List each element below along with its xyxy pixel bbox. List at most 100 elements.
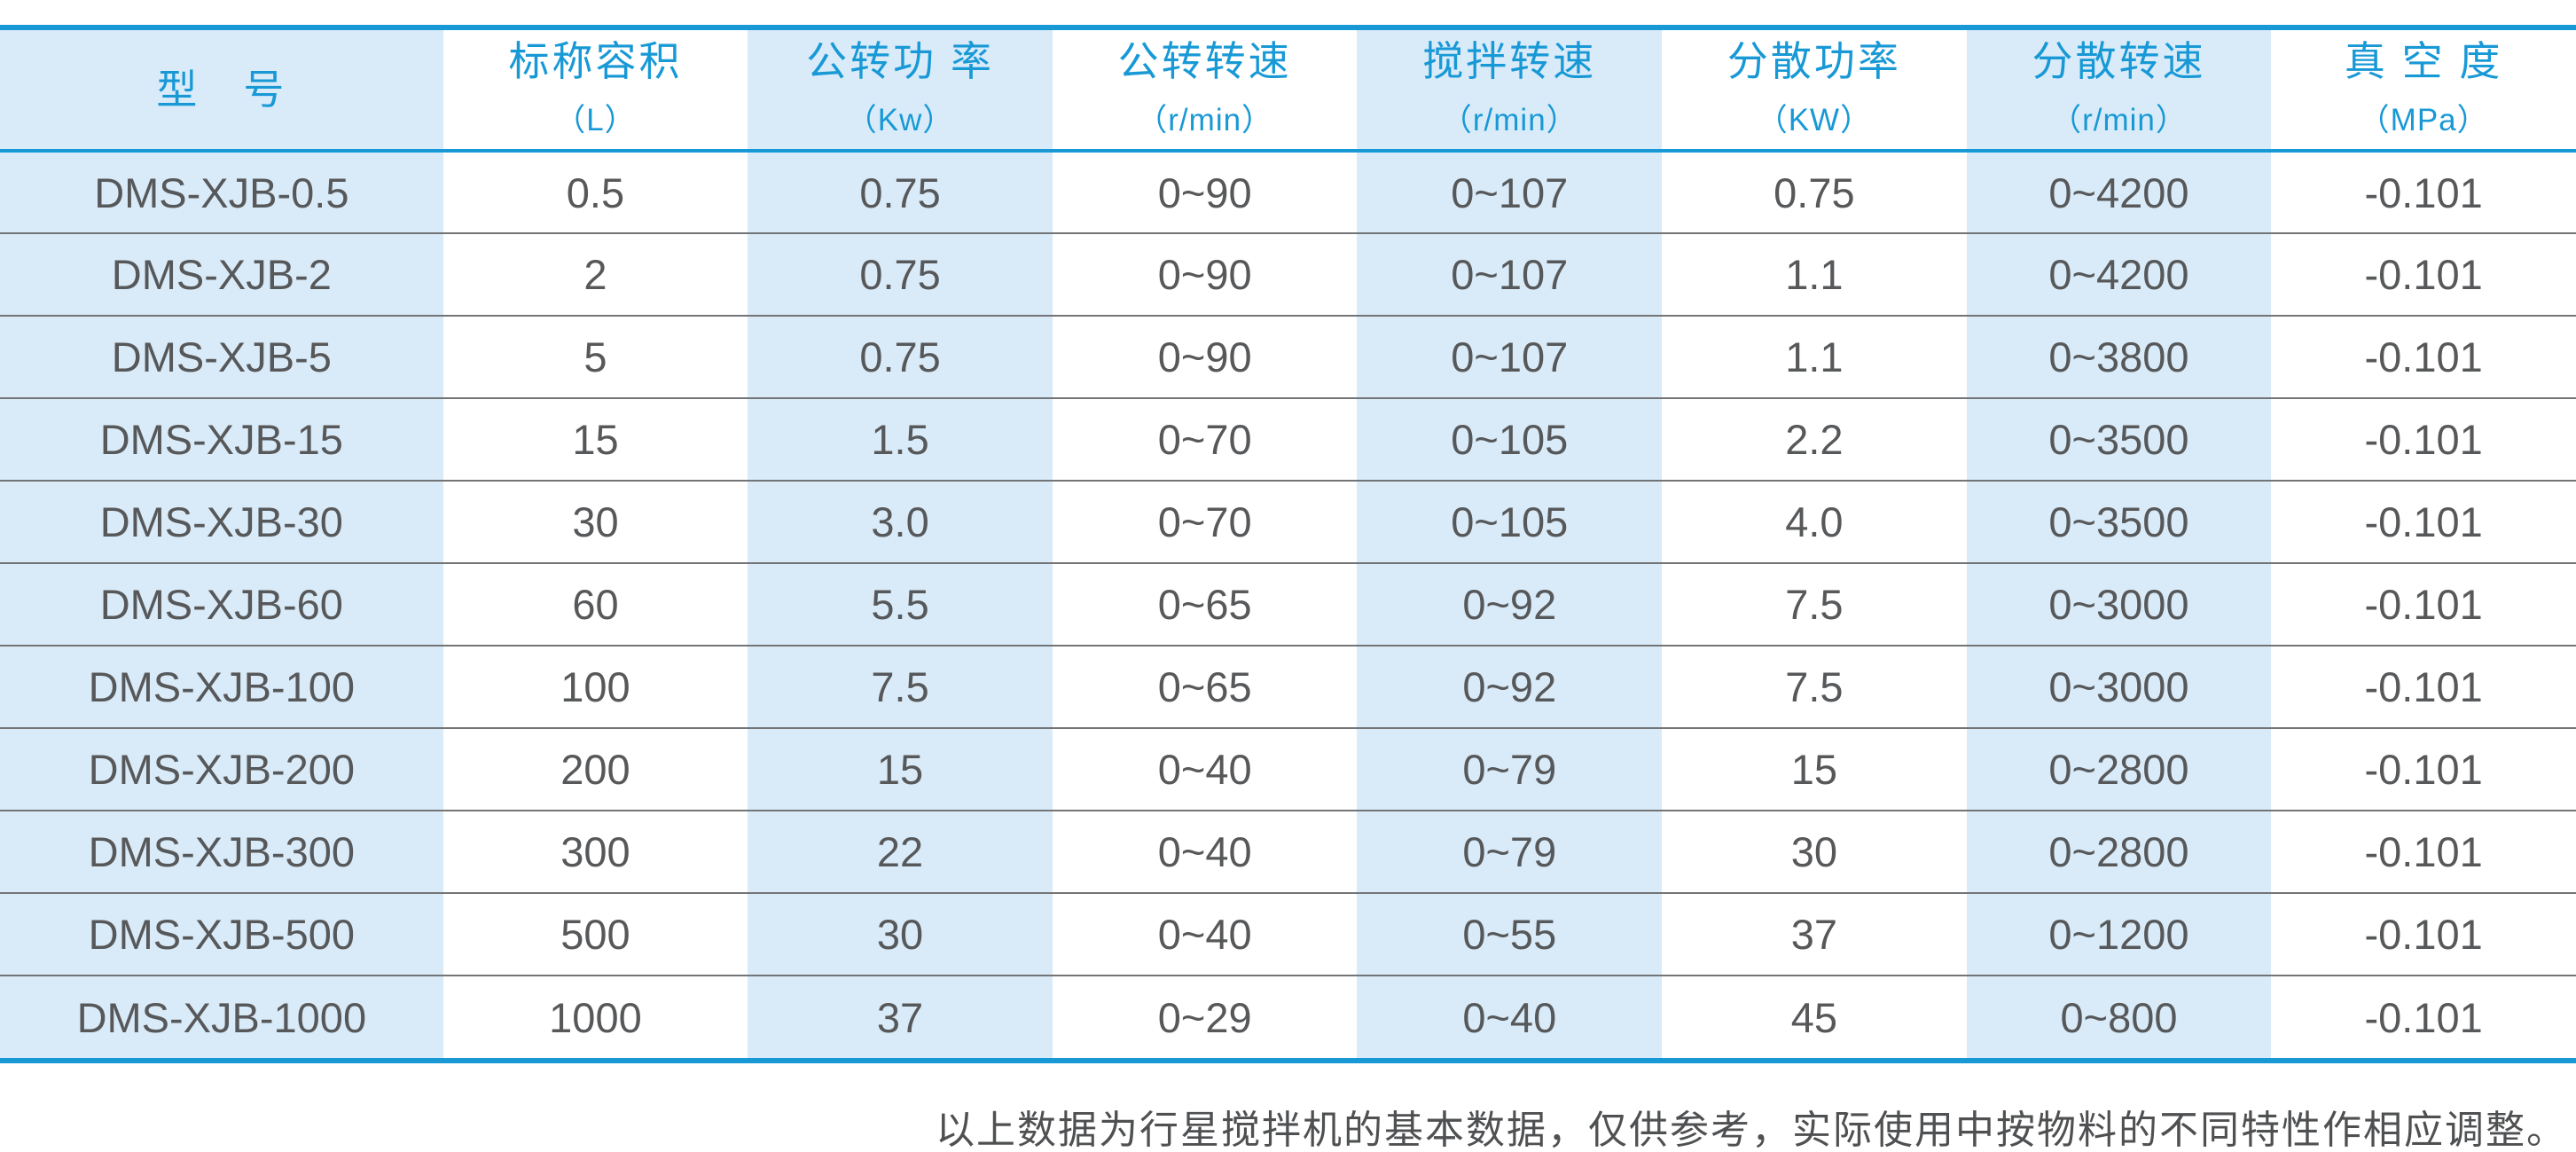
value-cell: 0~2800 [1966, 727, 2272, 811]
footer-note: 以上数据为行星搅拌机的基本数据，仅供参考，实际使用中按物料的不同特性作相应调整。 [936, 1108, 2567, 1152]
value-cell: 1.1 [1662, 315, 1967, 398]
value-cell: -0.101 [2271, 315, 2576, 398]
value-cell: 0~40 [1052, 727, 1358, 811]
value-cell: -0.101 [2271, 645, 2576, 728]
spec-table-container: 型 号 标称容积 （L） 公转功 率 （Kw） 公转转速 （r/min） 搅拌转速 （r/min… [0, 25, 2576, 1063]
value-cell: 0~65 [1052, 562, 1358, 646]
value-cell: 4.0 [1662, 480, 1967, 563]
value-cell: 37 [1662, 892, 1967, 976]
value-cell: 0~65 [1052, 645, 1358, 728]
table-row: DMS-XJB-30 30 3.0 0~70 0~105 4.0 0~3500 -0.101 [0, 480, 2576, 563]
value-cell: 0~3000 [1966, 562, 2272, 646]
value-cell: 0~1200 [1966, 892, 2272, 976]
value-cell: 0~105 [1357, 480, 1663, 563]
value-cell: -0.101 [2271, 727, 2576, 811]
value-cell: 0~90 [1052, 315, 1358, 398]
value-cell: 0~90 [1052, 151, 1358, 233]
header-unit: （MPa） [2358, 102, 2489, 137]
value-cell: 30 [748, 892, 1053, 976]
value-cell: 0~92 [1357, 645, 1663, 728]
value-cell: 15 [1662, 727, 1967, 811]
value-cell: 45 [1662, 975, 1967, 1058]
header-cell-5: 分散功率 （KW） [1662, 30, 1967, 153]
header-cell-4: 搅拌转速 （r/min） [1357, 30, 1663, 153]
value-cell: 0~107 [1357, 232, 1663, 316]
value-cell: 0~40 [1052, 810, 1358, 893]
table-row: DMS-XJB-5 5 0.75 0~90 0~107 1.1 0~3800 -0.101 [0, 315, 2576, 398]
value-cell: 0~800 [1966, 975, 2272, 1058]
header-unit: （Kw） [845, 102, 955, 137]
value-cell: 2 [442, 232, 748, 316]
value-cell: 200 [442, 727, 748, 811]
value-cell: 30 [1662, 810, 1967, 893]
table-row: DMS-XJB-100 100 7.5 0~65 0~92 7.5 0~3000 -0.101 [0, 645, 2576, 728]
table-body: DMS-XJB-0.5 0.5 0.75 0~90 0~107 0.75 0~4200 -0.… [0, 151, 2576, 1058]
value-cell: 0~107 [1357, 315, 1663, 398]
table-row: DMS-XJB-60 60 5.5 0~65 0~92 7.5 0~3000 -0.101 [0, 562, 2576, 646]
value-cell: 1.5 [748, 397, 1053, 481]
header-cell-3: 公转转速 （r/min） [1052, 30, 1358, 153]
header-unit: （r/min） [1440, 102, 1578, 137]
value-cell: -0.101 [2271, 975, 2576, 1058]
value-cell: 0~79 [1357, 727, 1663, 811]
model-cell: DMS-XJB-0.5 [0, 151, 443, 233]
value-cell: 0~4200 [1966, 151, 2272, 233]
table-row: DMS-XJB-0.5 0.5 0.75 0~90 0~107 0.75 0~4200 -0.… [0, 151, 2576, 233]
header-label: 分散转速 [2032, 38, 2206, 85]
value-cell: 0~79 [1357, 810, 1663, 893]
value-cell: 0~70 [1052, 480, 1358, 563]
value-cell: 5 [442, 315, 748, 398]
value-cell: 500 [442, 892, 748, 976]
header-cell-1: 标称容积 （L） [442, 30, 748, 153]
value-cell: -0.101 [2271, 397, 2576, 481]
table-row: DMS-XJB-1000 1000 37 0~29 0~40 45 0~800 -0.101 [0, 975, 2576, 1058]
value-cell: -0.101 [2271, 480, 2576, 563]
table-row: DMS-XJB-200 200 15 0~40 0~79 15 0~2800 -0.101 [0, 727, 2576, 811]
value-cell: 0~3800 [1966, 315, 2272, 398]
header-cell-7: 真 空 度 （MPa） [2271, 30, 2576, 153]
table-row: DMS-XJB-2 2 0.75 0~90 0~107 1.1 0~4200 -0.101 [0, 232, 2576, 316]
value-cell: 0~29 [1052, 975, 1358, 1058]
value-cell: 30 [442, 480, 748, 563]
header-label: 真 空 度 [2344, 38, 2503, 85]
value-cell: 0~90 [1052, 232, 1358, 316]
value-cell: 0~92 [1357, 562, 1663, 646]
header-cell-0: 型 号 [0, 30, 443, 153]
value-cell: 300 [442, 810, 748, 893]
value-cell: 7.5 [1662, 645, 1967, 728]
value-cell: 15 [748, 727, 1053, 811]
value-cell: 3.0 [748, 480, 1053, 563]
header-label: 型 号 [156, 66, 287, 113]
header-label: 标称容积 [508, 38, 683, 85]
value-cell: 7.5 [748, 645, 1053, 728]
table-row: DMS-XJB-15 15 1.5 0~70 0~105 2.2 0~3500 -0.101 [0, 397, 2576, 481]
model-cell: DMS-XJB-15 [0, 397, 443, 481]
value-cell: 0~3500 [1966, 480, 2272, 563]
header-label: 搅拌转速 [1422, 38, 1597, 85]
value-cell: 1.1 [1662, 232, 1967, 316]
value-cell: 60 [442, 562, 748, 646]
value-cell: 0~3500 [1966, 397, 2272, 481]
value-cell: -0.101 [2271, 232, 2576, 316]
value-cell: 0~40 [1357, 975, 1663, 1058]
value-cell: 0.75 [748, 232, 1053, 316]
value-cell: 0.5 [442, 151, 748, 233]
value-cell: 100 [442, 645, 748, 728]
value-cell: 7.5 [1662, 562, 1967, 646]
model-cell: DMS-XJB-100 [0, 645, 443, 728]
header-unit: （r/min） [2050, 102, 2188, 137]
header-label: 分散功率 [1726, 38, 1901, 85]
header-row: 型 号 标称容积 （L） 公转功 率 （Kw） 公转转速 （r/min） 搅拌转速 （r/min… [0, 30, 2576, 153]
header-unit: （KW） [1756, 102, 1873, 137]
model-cell: DMS-XJB-2 [0, 232, 443, 316]
value-cell: 0~105 [1357, 397, 1663, 481]
model-cell: DMS-XJB-200 [0, 727, 443, 811]
value-cell: 0~40 [1052, 892, 1358, 976]
value-cell: 22 [748, 810, 1053, 893]
value-cell: -0.101 [2271, 892, 2576, 976]
value-cell: -0.101 [2271, 151, 2576, 233]
value-cell: 0~55 [1357, 892, 1663, 976]
value-cell: 1000 [442, 975, 748, 1058]
value-cell: 2.2 [1662, 397, 1967, 481]
spec-table: 型 号 标称容积 （L） 公转功 率 （Kw） 公转转速 （r/min） 搅拌转速 （r/min… [0, 30, 2576, 1058]
